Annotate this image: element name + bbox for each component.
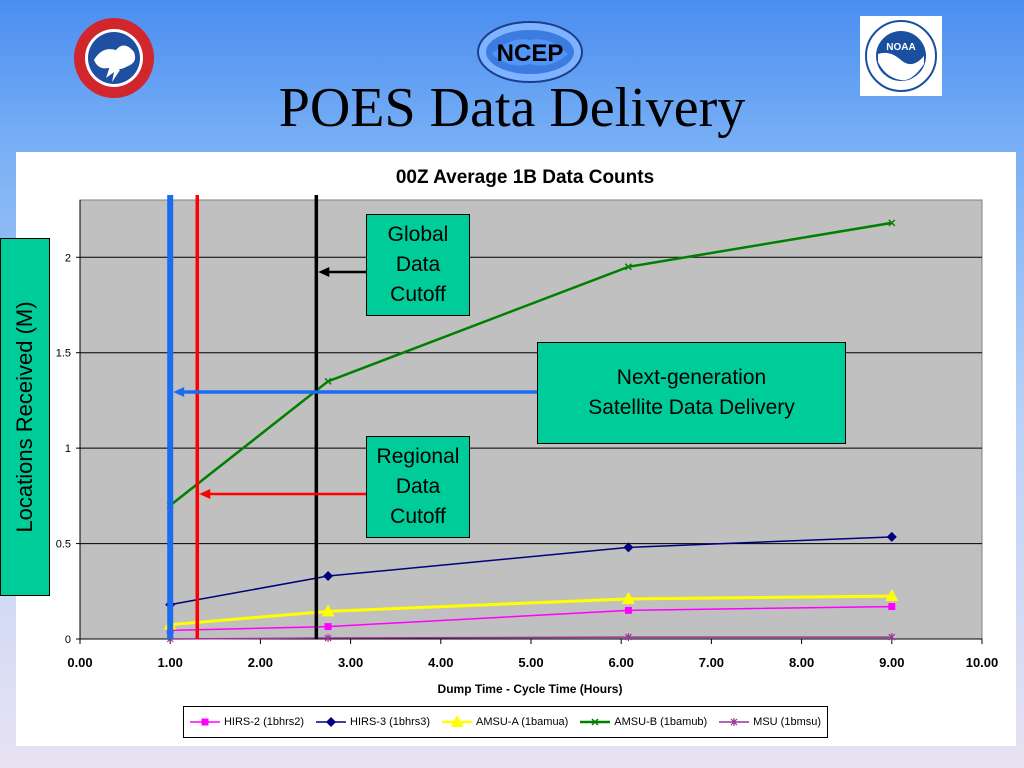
y-axis-label-box: Locations Received (M) <box>0 238 50 596</box>
global-arrow-head <box>318 267 330 277</box>
legend-swatch <box>189 718 220 726</box>
noaa-logo: NOAA <box>860 16 942 96</box>
x-axis-label: Dump Time - Cycle Time (Hours) <box>438 682 623 696</box>
legend-swatch <box>580 718 611 726</box>
ncep-logo: NCEP <box>477 21 583 83</box>
regional-callout-line-3: Cutoff <box>390 505 446 528</box>
noaa-logo-text: NOAA <box>886 42 915 53</box>
y-tick-label: 1.5 <box>56 348 71 360</box>
legend-swatch-marker <box>326 717 336 727</box>
legend-item: AMSU-A (1bamua) <box>442 716 568 728</box>
x-tick-label: 2.00 <box>248 655 273 670</box>
legend-swatch <box>316 717 346 727</box>
legend-swatch-marker <box>730 718 738 726</box>
global-cutoff-callout: Global Data Cutoff <box>366 214 470 316</box>
y-tick-label: 0.5 <box>56 539 71 551</box>
data-point <box>324 623 332 631</box>
x-tick-label: 3.00 <box>338 655 363 670</box>
data-point <box>624 633 632 642</box>
legend-label: HIRS-3 (1bhrs3) <box>350 716 431 728</box>
legend-item: AMSU-B (1bamub) <box>580 716 707 728</box>
data-point <box>885 589 899 602</box>
regional-cutoff-callout: Regional Data Cutoff <box>366 436 470 538</box>
slide-title: POES Data Delivery <box>278 77 746 139</box>
x-tick-label: 10.00 <box>966 655 999 670</box>
nextgen-callout-line-2: Satellite Data Delivery <box>588 396 795 419</box>
chart-legend: HIRS-2 (1bhrs2) HIRS-3 (1bhrs3) AMSU-A (1b… <box>183 706 828 738</box>
series-line <box>170 594 892 627</box>
series-line <box>170 636 892 640</box>
legend-label: HIRS-2 (1bhrs2) <box>223 716 305 728</box>
data-point <box>624 263 632 271</box>
legend-item: HIRS-3 (1bhrs3) <box>316 716 430 728</box>
series-line <box>170 536 892 606</box>
y-tick-label: 1 <box>65 443 71 455</box>
nextgen-delivery-callout: Next-generation Satellite Data Delivery <box>537 342 846 444</box>
legend-item: MSU (1bmsu) <box>719 716 821 728</box>
data-point <box>624 606 632 614</box>
series-line <box>169 221 893 507</box>
x-tick-label: 8.00 <box>789 655 814 670</box>
legend-swatch-marker <box>450 716 464 727</box>
series-2 <box>163 589 899 630</box>
data-point <box>886 531 897 542</box>
global-callout-line-1: Global <box>387 223 449 246</box>
legend-label: AMSU-A (1bamua) <box>476 716 569 728</box>
chart-title: 00Z Average 1B Data Counts <box>396 167 654 188</box>
series-group <box>163 219 899 643</box>
nws-logo <box>74 18 154 98</box>
data-point <box>324 634 332 643</box>
series-1 <box>165 531 897 610</box>
legend-item: HIRS-2 (1bhrs2) <box>189 716 305 728</box>
x-tick-label: 4.00 <box>428 655 453 670</box>
data-point <box>888 219 896 227</box>
legend-swatch-marker <box>591 718 599 726</box>
data-point <box>888 633 896 642</box>
cutoff-lines <box>167 195 319 639</box>
plot-area <box>79 199 983 640</box>
nextgen-arrow-head <box>173 387 185 397</box>
regional-arrow-head <box>199 489 211 499</box>
nextgen-callout-line-1: Next-generation <box>616 366 767 389</box>
series-line <box>170 605 892 632</box>
global-callout-line-3: Cutoff <box>390 283 446 306</box>
global-callout-line-2: Data <box>395 253 441 276</box>
legend-label: AMSU-B (1bamub) <box>614 716 708 728</box>
x-tick-label: 7.00 <box>699 655 724 670</box>
legend-label: MSU (1bmsu) <box>753 716 822 728</box>
data-point <box>323 571 334 582</box>
regional-callout-line-1: Regional <box>376 445 460 468</box>
legend-swatch <box>442 716 473 727</box>
ncep-logo-text: NCEP <box>497 40 564 67</box>
legend-swatch-marker <box>201 718 209 726</box>
callout-arrows <box>173 267 537 499</box>
x-tick-label: 0.00 <box>67 655 92 670</box>
x-tick-label: 6.00 <box>609 655 634 670</box>
x-tick-label: 1.00 <box>158 655 183 670</box>
x-tick-label: 9.00 <box>879 655 904 670</box>
data-point <box>623 542 634 553</box>
data-point <box>621 591 635 604</box>
data-point <box>321 604 335 617</box>
y-axis-label: Locations Received (M) <box>12 301 37 533</box>
legend-swatch <box>719 718 750 726</box>
data-point <box>888 603 896 611</box>
y-tick-label: 0 <box>65 634 71 646</box>
data-point <box>324 377 332 385</box>
x-tick-label: 5.00 <box>518 655 543 670</box>
regional-callout-line-2: Data <box>395 475 441 498</box>
y-tick-label: 2 <box>65 252 71 264</box>
